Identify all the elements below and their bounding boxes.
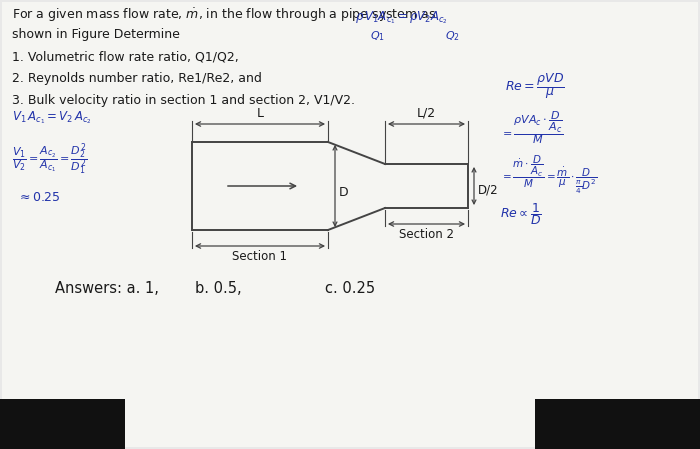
Bar [535, 399, 700, 449]
Text: $Q_2$: $Q_2$ [445, 29, 460, 43]
Text: $\dfrac{V_1}{V_2} = \dfrac{A_{c_2}}{A_{c_1}} = \dfrac{D_2^2}{D_1^2}$: $\dfrac{V_1}{V_2} = \dfrac{A_{c_2}}{A_{c… [12, 141, 88, 177]
Text: Section 1: Section 1 [232, 250, 288, 263]
Text: L/2: L/2 [417, 107, 436, 120]
Text: $Re = \dfrac{\rho V D}{\mu}$: $Re = \dfrac{\rho V D}{\mu}$ [505, 71, 565, 101]
Text: shown in Figure Determine: shown in Figure Determine [12, 28, 180, 41]
Text: For a given mass flow rate, $\dot{m}$, in the flow through a pipe system as: For a given mass flow rate, $\dot{m}$, i… [12, 6, 436, 23]
Text: $\approx 0.25$: $\approx 0.25$ [17, 191, 60, 204]
Text: 2. Reynolds number ratio, Re1/Re2, and: 2. Reynolds number ratio, Re1/Re2, and [12, 72, 262, 85]
Text: D/2: D/2 [478, 184, 498, 197]
Text: $Q_1$: $Q_1$ [370, 29, 385, 43]
Text: b. 0.5,: b. 0.5, [195, 281, 241, 296]
Text: 3. Bulk velocity ratio in section 1 and section 2, V1/V2.: 3. Bulk velocity ratio in section 1 and … [12, 94, 355, 107]
Bar [0, 399, 125, 449]
Text: Section 2: Section 2 [399, 228, 454, 241]
Text: $V_1\,A_{c_1} = V_2\,A_{c_2}$: $V_1\,A_{c_1} = V_2\,A_{c_2}$ [12, 109, 92, 126]
Text: c. 0.25: c. 0.25 [325, 281, 375, 296]
Text: $Re \propto \dfrac{1}{D}$: $Re \propto \dfrac{1}{D}$ [500, 201, 542, 227]
Text: 1. Volumetric flow rate ratio, Q1/Q2,: 1. Volumetric flow rate ratio, Q1/Q2, [12, 50, 239, 63]
Text: $= \dfrac{\rho V A_c \cdot \dfrac{D}{A_c}}{M}$: $= \dfrac{\rho V A_c \cdot \dfrac{D}{A_c… [500, 109, 564, 146]
Text: Answers: a. 1,: Answers: a. 1, [55, 281, 159, 296]
Text: $= \dfrac{\dot{m} \cdot \dfrac{D}{A_c}}{M} = \dfrac{\dot{m}}{\mu} \cdot \dfrac{D: $= \dfrac{\dot{m} \cdot \dfrac{D}{A_c}}{… [500, 154, 597, 196]
Text: D: D [339, 185, 349, 198]
Text: L: L [256, 107, 263, 120]
Text: $\rho\, V_1 A_{c_1} = \rho V_2 A_{c_2}$: $\rho\, V_1 A_{c_1} = \rho V_2 A_{c_2}$ [355, 9, 448, 26]
